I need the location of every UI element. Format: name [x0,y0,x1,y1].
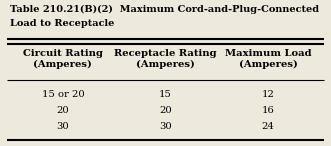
Text: 12: 12 [262,90,274,99]
Text: Circuit Rating
(Amperes): Circuit Rating (Amperes) [23,49,103,69]
Text: 15: 15 [159,90,172,99]
Text: 20: 20 [57,106,69,115]
Text: 24: 24 [262,122,274,131]
Text: Maximum Load
(Amperes): Maximum Load (Amperes) [225,49,311,69]
Text: 30: 30 [57,122,69,131]
Text: Table 210.21(B)(2)  Maximum Cord-and-Plug-Connected: Table 210.21(B)(2) Maximum Cord-and-Plug… [10,4,319,14]
Text: Load to Receptacle: Load to Receptacle [10,19,114,28]
Text: 16: 16 [262,106,274,115]
Text: 15 or 20: 15 or 20 [41,90,84,99]
Text: Receptacle Rating
(Amperes): Receptacle Rating (Amperes) [114,49,217,69]
Text: 30: 30 [159,122,172,131]
Text: 20: 20 [159,106,172,115]
